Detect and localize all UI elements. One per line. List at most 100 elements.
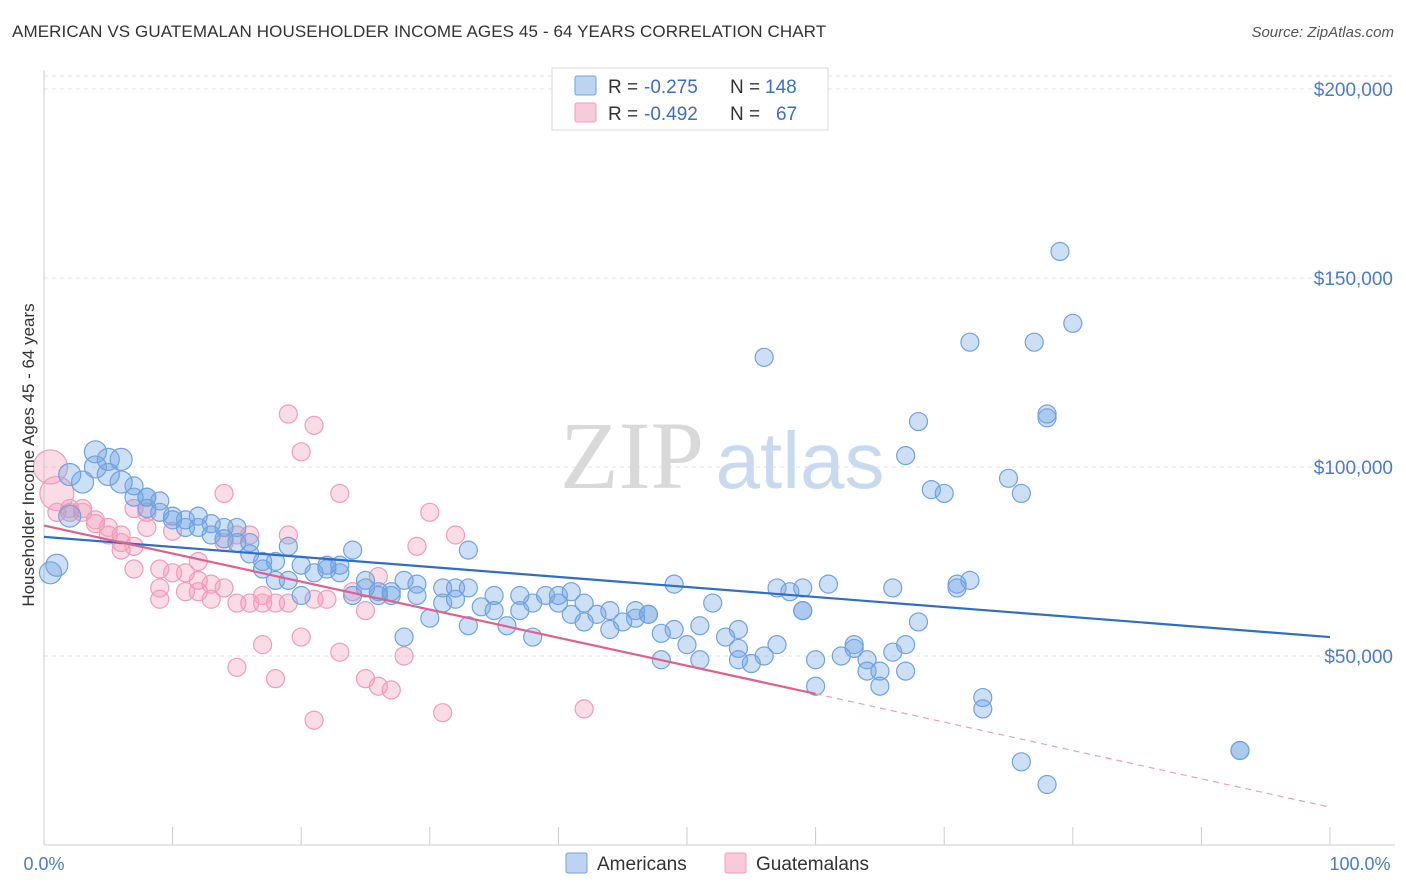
americans-point (96, 447, 120, 471)
americans-point (857, 650, 877, 670)
bottom-legend-label-guatemalans: Guatemalans (756, 854, 869, 875)
americans-point (600, 601, 620, 621)
americans-point (137, 487, 157, 507)
guatemalans-point (214, 483, 234, 504)
americans-point (754, 347, 774, 367)
americans-point (407, 585, 427, 606)
guatemalans-point (150, 559, 170, 579)
guatemalans-point (368, 566, 388, 587)
y-tick-labels: $50,000 $100,000 $150,000 $200,000 (1314, 80, 1393, 668)
americans-point (908, 411, 929, 432)
americans-point (58, 462, 82, 487)
americans-point (38, 561, 63, 585)
americans-point (355, 570, 376, 590)
guatemalans-point (278, 525, 298, 545)
americans-point (767, 635, 787, 655)
americans-point (291, 585, 311, 606)
americans-point (818, 574, 839, 594)
americans-point (664, 619, 684, 640)
guatemalans-point (227, 657, 247, 677)
americans-point (664, 574, 684, 594)
americans-point (998, 468, 1019, 488)
americans-point (638, 604, 659, 624)
guatemalans-point (304, 415, 324, 435)
americans-point (109, 470, 133, 494)
americans-point (1011, 483, 1031, 504)
guatemalans-point (214, 578, 234, 598)
americans-point (1063, 313, 1083, 333)
americans-point (883, 578, 903, 598)
americans-point (728, 650, 749, 670)
americans-point (947, 574, 967, 594)
americans-point (1230, 740, 1250, 761)
axes (43, 70, 1395, 846)
americans-point (265, 551, 286, 572)
guatemalans-point (433, 703, 453, 723)
guatemalans-point (111, 540, 131, 560)
guatemalans-point (317, 589, 337, 609)
guatemalans-point (445, 525, 466, 545)
americans-point (896, 635, 916, 655)
americans-point (1050, 241, 1070, 262)
watermark-zip: ZIP (560, 402, 704, 509)
americans-point (574, 593, 594, 613)
watermark-atlas: atlas (716, 416, 885, 505)
guatemalans-point (265, 669, 286, 689)
guatemalans-point (150, 589, 170, 609)
guatemalans-point (407, 536, 427, 556)
americans-point (587, 604, 607, 624)
americans-point (343, 540, 363, 560)
americans-point (703, 593, 723, 613)
americans-trend-line (43, 535, 1331, 639)
americans-point (1037, 408, 1057, 428)
americans-point (227, 517, 247, 538)
legend-r-label-guatemalans: R = (608, 104, 638, 125)
americans-point (445, 589, 466, 609)
americans-point (484, 601, 504, 621)
americans-point (330, 563, 350, 583)
americans-point (394, 627, 414, 647)
americans-point (960, 570, 980, 590)
guatemalans-point (330, 483, 350, 504)
americans-points (38, 241, 1250, 795)
americans-point (960, 332, 980, 352)
americans-point (651, 623, 671, 643)
americans-point (870, 676, 890, 696)
guatemalans-point (278, 404, 298, 424)
americans-point (278, 536, 298, 556)
y-axis-label: Householder Income Ages 45 - 64 years (19, 303, 38, 606)
chart-title: AMERICAN VS GUATEMALAN HOUSEHOLDER INCOM… (12, 22, 827, 41)
legend-n-value-guatemalans: 67 (776, 104, 797, 125)
y-tick-label: $50,000 (1324, 647, 1393, 668)
americans-point (1037, 774, 1057, 795)
americans-point (548, 585, 569, 606)
americans-point (805, 676, 826, 696)
legend-swatch-guatemalans (574, 102, 597, 123)
americans-point (83, 455, 108, 479)
guatemalans-point (420, 502, 440, 522)
americans-point (150, 491, 170, 511)
legend-n-label-americans: N = (730, 77, 760, 98)
y-tick-label: $200,000 (1314, 80, 1393, 101)
legend-n-label-guatemalans: N = (730, 104, 760, 125)
watermark: ZIP atlas (560, 402, 884, 509)
americans-point (896, 446, 916, 466)
americans-point (844, 638, 864, 659)
guatemalans-trend-line (43, 524, 816, 695)
americans-point (973, 699, 993, 719)
americans-point (793, 578, 813, 598)
guatemalans-point (394, 646, 414, 666)
americans-point (767, 578, 787, 598)
guatemalans-point (355, 601, 376, 621)
americans-point (484, 585, 504, 606)
y-tick-label: $100,000 (1314, 458, 1393, 479)
guatemalans-point (163, 521, 183, 541)
legend-r-value-guatemalans: -0.492 (644, 104, 698, 125)
americans-point (458, 540, 478, 560)
legend-r-label-americans: R = (608, 77, 638, 98)
guatemalans-point (291, 627, 311, 647)
guatemalans-point (72, 498, 93, 519)
americans-point (870, 661, 890, 681)
americans-point (458, 578, 478, 598)
americans-point (548, 593, 569, 613)
